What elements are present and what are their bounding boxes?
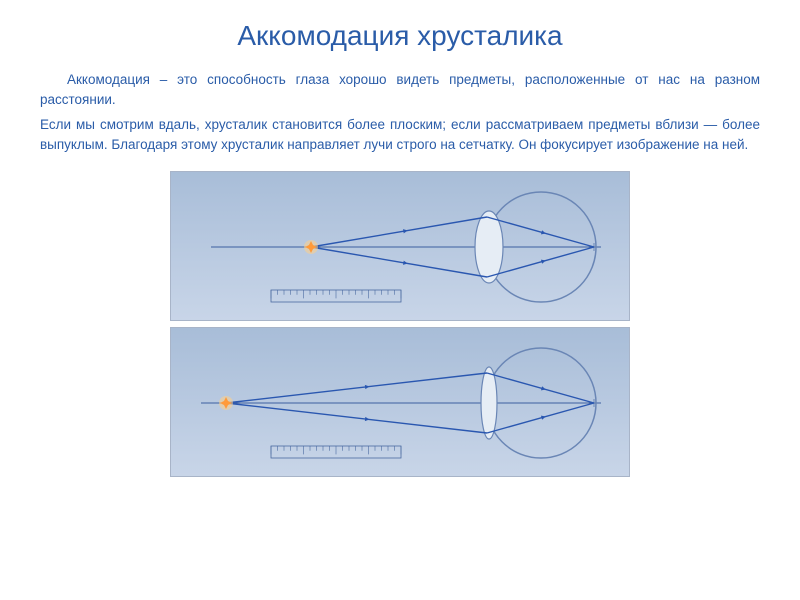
intro-para-1: Аккомодация – это способность глаза хоро…: [40, 70, 760, 111]
intro-para-2: Если мы смотрим вдаль, хрусталик станови…: [40, 115, 760, 156]
page-title: Аккомодация хрусталика: [40, 20, 760, 52]
diagram-far: [170, 327, 630, 477]
body-text: Аккомодация – это способность глаза хоро…: [40, 70, 760, 155]
diagram-near: [170, 171, 630, 321]
diagram-container: [40, 171, 760, 477]
